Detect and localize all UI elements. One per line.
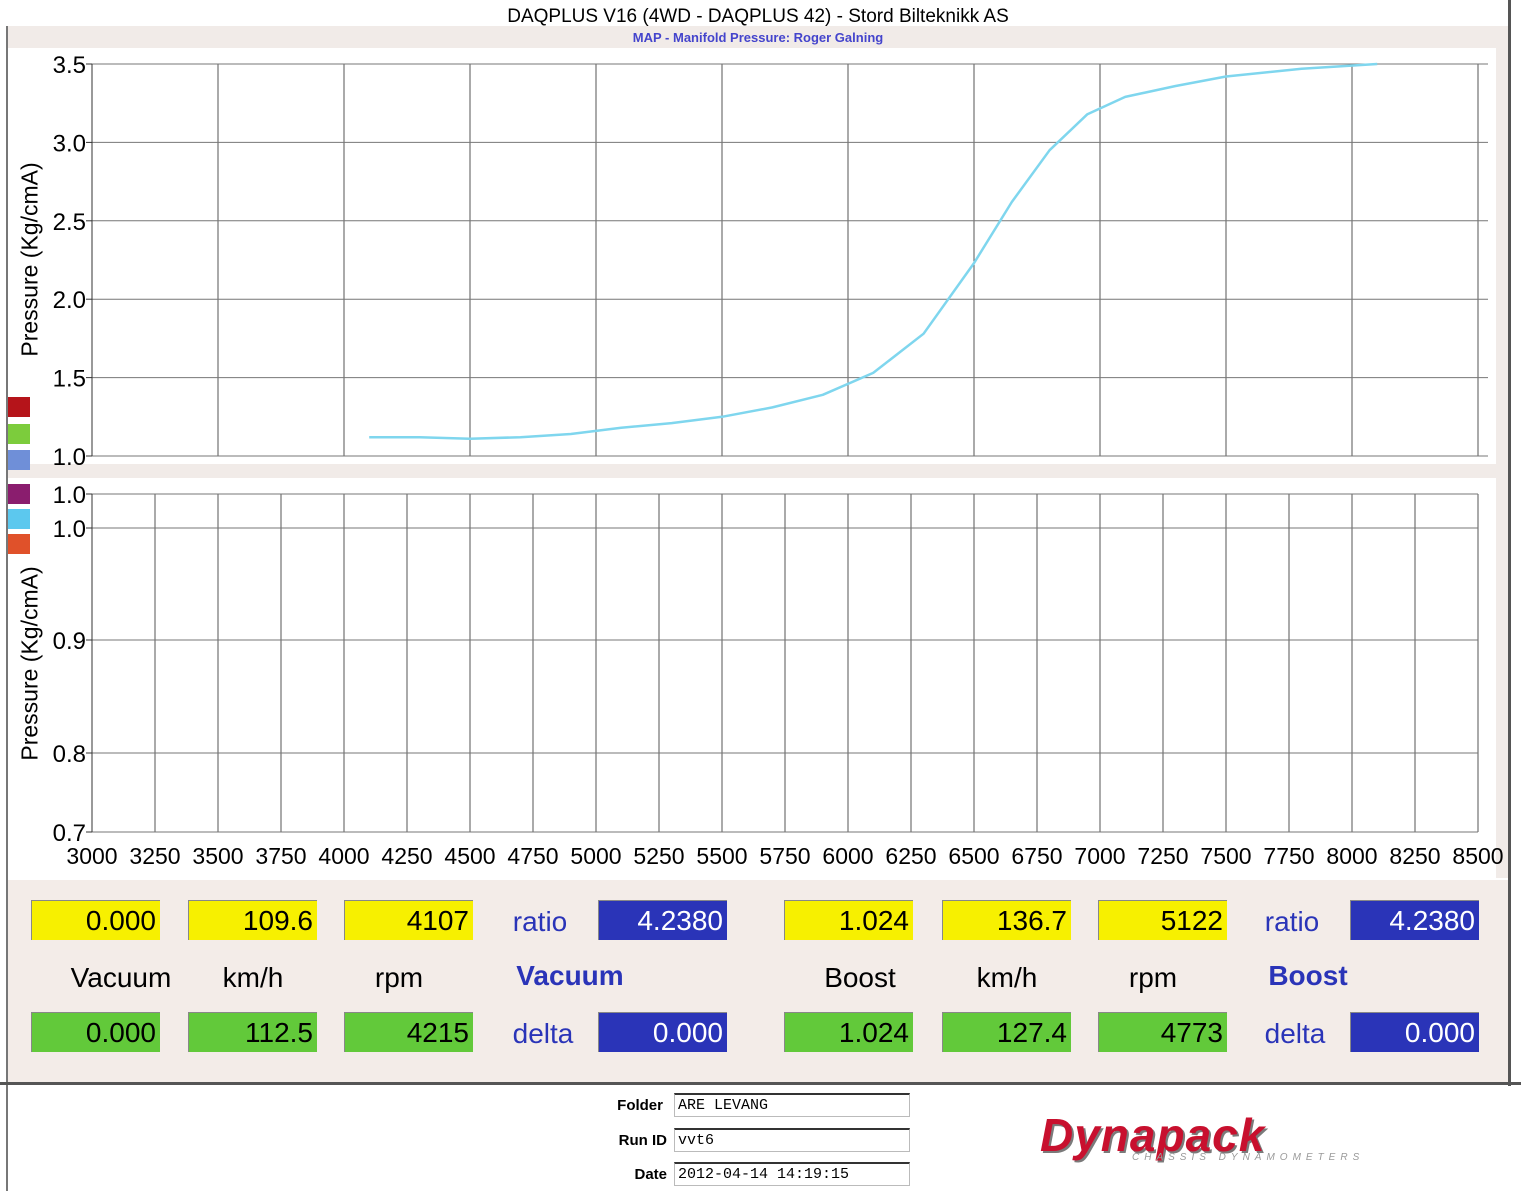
right-rpm-value-box: 5122 bbox=[1098, 900, 1227, 940]
right-kmh-label: km/h bbox=[976, 962, 1038, 993]
folder-field[interactable]: ARE LEVANG bbox=[674, 1093, 910, 1117]
chart-separator-band bbox=[8, 464, 1508, 478]
xtick-label: 5500 bbox=[696, 843, 747, 869]
left-rpm-value-box: 4107 bbox=[344, 900, 473, 940]
legend-swatch-purple[interactable] bbox=[8, 484, 30, 504]
boost-value2-box: 1.024 bbox=[784, 1012, 913, 1052]
left-ratio-label: ratio bbox=[512, 906, 568, 937]
left-kmh-label: km/h bbox=[222, 962, 284, 993]
right-kmh-value-box: 136.7 bbox=[942, 900, 1071, 940]
xtick-label: 3000 bbox=[66, 843, 117, 869]
logo-tagline: CHASSIS DYNAMOMETERS bbox=[1132, 1152, 1365, 1163]
right-delta-label: delta bbox=[1264, 1018, 1326, 1049]
boost-value-box: 1.024 bbox=[784, 900, 913, 940]
xtick-label: 4000 bbox=[318, 843, 369, 869]
xtick-label: 4250 bbox=[381, 843, 432, 869]
xtick-label: 7250 bbox=[1137, 843, 1188, 869]
boost-title: Boost bbox=[1268, 960, 1348, 991]
right-ratio-value-box: 4.2380 bbox=[1350, 900, 1479, 940]
right-margin-band bbox=[1496, 48, 1508, 878]
frame-right-border bbox=[1508, 0, 1511, 1086]
xtick-label: 5250 bbox=[633, 843, 684, 869]
xtick-label: 7000 bbox=[1074, 843, 1125, 869]
report-subtitle: MAP - Manifold Pressure: Roger Galning bbox=[632, 30, 884, 45]
panel-divider bbox=[0, 1082, 1521, 1085]
legend-swatch-red[interactable] bbox=[8, 397, 30, 417]
legend-swatch-orange[interactable] bbox=[8, 534, 30, 554]
xtick-label: 3500 bbox=[192, 843, 243, 869]
legend-swatch-green[interactable] bbox=[8, 424, 30, 444]
xtick-label: 6000 bbox=[822, 843, 873, 869]
report-title: DAQPLUS V16 (4WD - DAQPLUS 42) - Stord B… bbox=[507, 6, 1009, 27]
runid-label: Run ID bbox=[618, 1132, 667, 1149]
left-ratio-value-box: 4.2380 bbox=[598, 900, 727, 940]
bottom-ytick-label: 1.0 bbox=[53, 516, 86, 543]
right-rpm-label: rpm bbox=[1128, 962, 1178, 993]
left-delta-value-box: 0.000 bbox=[598, 1012, 727, 1052]
xtick-label: 3250 bbox=[129, 843, 180, 869]
xtick-label: 7500 bbox=[1200, 843, 1251, 869]
xtick-label: 8000 bbox=[1326, 843, 1377, 869]
xtick-label: 5750 bbox=[759, 843, 810, 869]
frame-left-border bbox=[6, 26, 8, 1191]
folder-label: Folder bbox=[617, 1097, 663, 1114]
map-pressure-series bbox=[369, 62, 1378, 441]
top-ytick-label: 3.5 bbox=[53, 52, 86, 79]
right-ratio-label: ratio bbox=[1264, 906, 1320, 937]
logo-wordmark: Dynapack bbox=[1040, 1109, 1266, 1161]
xtick-label: 6750 bbox=[1011, 843, 1062, 869]
bottom-ytick-label: 0.7 bbox=[53, 820, 86, 847]
bottom-ytick-label: 0.8 bbox=[53, 741, 86, 768]
top-ytick-label: 3.0 bbox=[53, 130, 86, 157]
xtick-label: 8500 bbox=[1452, 843, 1503, 869]
top-ytick-label: 2.5 bbox=[53, 209, 86, 236]
xtick-label: 4750 bbox=[507, 843, 558, 869]
dynapack-logo: Dynapack CHASSIS DYNAMOMETERS bbox=[1040, 1108, 1390, 1168]
legend-swatch-cyan[interactable] bbox=[8, 509, 30, 529]
xtick-label: 6250 bbox=[885, 843, 936, 869]
bottom-ytick-label: 1.0 bbox=[53, 482, 86, 509]
left-rpm-value2-box: 4215 bbox=[344, 1012, 473, 1052]
left-kmh-value2-box: 112.5 bbox=[188, 1012, 317, 1052]
top-ytick-label: 2.0 bbox=[53, 287, 86, 314]
bottom-ytick-label: 0.9 bbox=[53, 628, 86, 655]
vacuum-value-box: 0.000 bbox=[31, 900, 160, 940]
left-kmh-value-box: 109.6 bbox=[188, 900, 317, 940]
legend-swatch-blue[interactable] bbox=[8, 450, 30, 470]
runid-field[interactable]: vvt6 bbox=[674, 1128, 910, 1152]
vacuum-title: Vacuum bbox=[516, 960, 624, 991]
date-field[interactable]: 2012-04-14 14:19:15 bbox=[674, 1162, 910, 1186]
vacuum-label: Vacuum bbox=[70, 962, 172, 993]
xtick-label: 6500 bbox=[948, 843, 999, 869]
date-label: Date bbox=[634, 1166, 667, 1183]
right-kmh-value2-box: 127.4 bbox=[942, 1012, 1071, 1052]
xtick-label: 4500 bbox=[444, 843, 495, 869]
top-ytick-label: 1.5 bbox=[53, 366, 86, 393]
right-delta-value-box: 0.000 bbox=[1350, 1012, 1479, 1052]
xtick-label: 3750 bbox=[255, 843, 306, 869]
xtick-label: 8250 bbox=[1389, 843, 1440, 869]
right-rpm-value2-box: 4773 bbox=[1098, 1012, 1227, 1052]
left-delta-label: delta bbox=[512, 1018, 574, 1049]
xtick-label: 5000 bbox=[570, 843, 621, 869]
boost-label: Boost bbox=[824, 962, 896, 993]
top-ytick-label: 1.0 bbox=[53, 444, 86, 471]
left-rpm-label: rpm bbox=[374, 962, 424, 993]
xtick-label: 7750 bbox=[1263, 843, 1314, 869]
vacuum-value2-box: 0.000 bbox=[31, 1012, 160, 1052]
header-band bbox=[8, 26, 1508, 48]
